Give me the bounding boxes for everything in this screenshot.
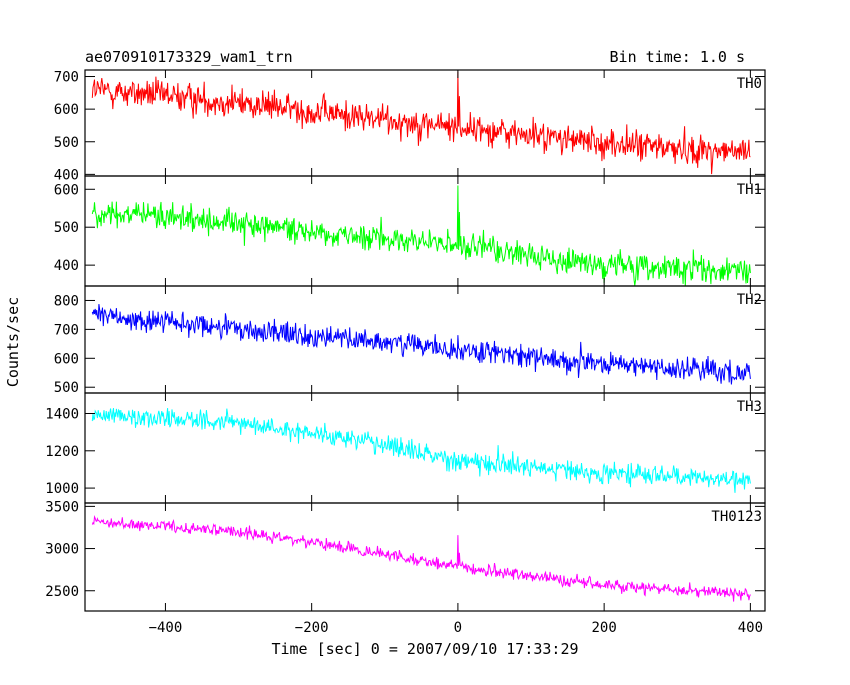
x-tick-label: −400 — [149, 620, 183, 636]
y-tick-label: 3000 — [45, 542, 79, 558]
panel-label-th1: TH1 — [737, 182, 762, 198]
x-tick-label: 0 — [454, 620, 462, 636]
panel-label-th0123: TH0123 — [711, 509, 762, 525]
y-tick-label: 800 — [54, 293, 79, 309]
series-line-th0 — [91, 71, 751, 175]
x-axis-title: Time [sec] 0 = 2007/09/10 17:33:29 — [271, 640, 578, 658]
y-tick-label: 500 — [54, 380, 79, 396]
series-line-th3 — [91, 408, 751, 493]
panel-label-th2: TH2 — [737, 292, 762, 308]
x-tick-label: 200 — [591, 620, 616, 636]
y-tick-label: 1400 — [45, 407, 79, 423]
y-tick-label: 400 — [54, 258, 79, 274]
y-tick-label: 600 — [54, 102, 79, 118]
x-tick-label: 400 — [738, 620, 763, 636]
panel-th1: 400 500 600 TH1 — [54, 175, 766, 287]
y-axis-title: Counts/sec — [4, 297, 22, 387]
panel-th3: 1000 1200 1400 TH3 — [45, 392, 766, 504]
series-line-th1 — [91, 185, 751, 286]
y-tick-label: 500 — [54, 220, 79, 236]
panel-label-th3: TH3 — [737, 399, 762, 415]
y-tick-label: 600 — [54, 351, 79, 367]
panel-frame — [84, 175, 766, 287]
panel-th0123: 2500 3000 3500 TH0123 — [45, 499, 766, 612]
panel-frame — [84, 285, 766, 394]
series-line-th0123 — [91, 514, 751, 602]
panel-th0: 400 500 600 700 TH0 — [54, 69, 766, 183]
y-tick-label: 400 — [54, 167, 79, 183]
y-tick-label: 1200 — [45, 444, 79, 460]
y-tick-label: 700 — [54, 322, 79, 338]
bin-time-label: Bin time: 1.0 s — [610, 48, 745, 66]
panel-label-th0: TH0 — [737, 76, 762, 92]
panels-layer: 400 500 600 700 TH0 400 500 600 TH1 500 600 700 800 T… — [45, 69, 766, 636]
panel-th2: 500 600 700 800 TH2 — [54, 285, 766, 396]
y-tick-label: 700 — [54, 70, 79, 86]
y-tick-label: 600 — [54, 182, 79, 198]
series-line-th2 — [91, 304, 751, 385]
x-tick-label: −200 — [295, 620, 329, 636]
panel-frame — [84, 502, 766, 612]
y-tick-label: 2500 — [45, 584, 79, 600]
chart-title: ae070910173329_wam1_trn — [85, 48, 293, 66]
y-tick-label: 3500 — [45, 499, 79, 515]
y-tick-label: 500 — [54, 135, 79, 151]
y-tick-label: 1000 — [45, 481, 79, 497]
